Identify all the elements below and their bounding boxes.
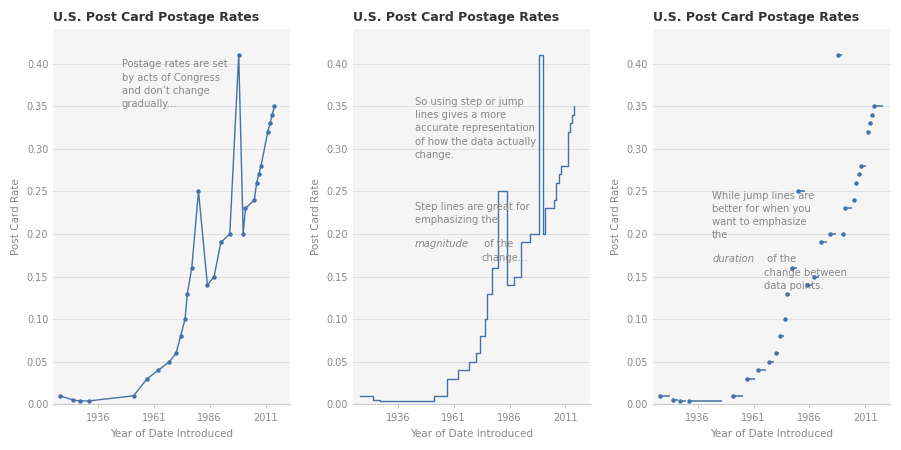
Text: While jump lines are
better for when you
want to emphasize
the: While jump lines are better for when you… xyxy=(712,191,815,240)
Text: Step lines are great for
emphasizing the: Step lines are great for emphasizing the xyxy=(414,202,530,225)
Text: U.S. Post Card Postage Rates: U.S. Post Card Postage Rates xyxy=(53,11,259,24)
Text: of the
change between
data points.: of the change between data points. xyxy=(764,254,847,291)
Y-axis label: Post Card Rate: Post Card Rate xyxy=(11,179,21,255)
Y-axis label: Post Card Rate: Post Card Rate xyxy=(611,179,621,255)
Text: of the
change...: of the change... xyxy=(481,239,528,262)
Text: duration: duration xyxy=(712,254,754,264)
X-axis label: Year of Date Introduced: Year of Date Introduced xyxy=(410,429,533,439)
Text: So using step or jump
lines gives a more
accurate representation
of how the data: So using step or jump lines gives a more… xyxy=(414,97,536,160)
Text: Postage rates are set
by acts of Congress
and don’t change
gradually...: Postage rates are set by acts of Congres… xyxy=(122,59,228,109)
X-axis label: Year of Date Introduced: Year of Date Introduced xyxy=(710,429,833,439)
Y-axis label: Post Card Rate: Post Card Rate xyxy=(311,179,321,255)
Text: U.S. Post Card Postage Rates: U.S. Post Card Postage Rates xyxy=(653,11,859,24)
Text: magnitude: magnitude xyxy=(414,239,469,249)
Text: U.S. Post Card Postage Rates: U.S. Post Card Postage Rates xyxy=(353,11,560,24)
X-axis label: Year of Date Introduced: Year of Date Introduced xyxy=(110,429,233,439)
